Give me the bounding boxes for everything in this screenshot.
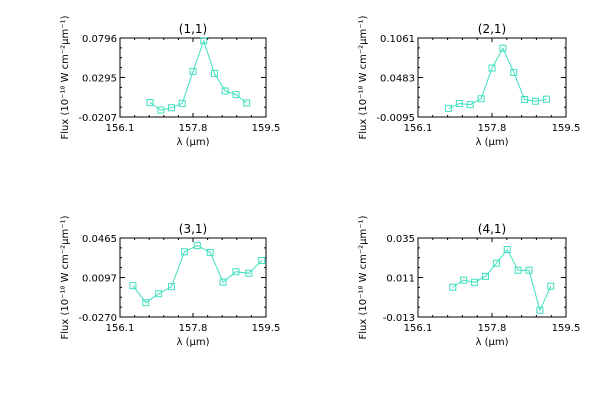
y-tick-label: 0.011 <box>386 274 415 285</box>
data-point <box>157 106 165 114</box>
data-point <box>455 100 463 108</box>
chart-title: (2,1) <box>478 22 506 36</box>
plot-frame <box>417 237 567 318</box>
x-axis-label: λ (μm) <box>475 337 508 348</box>
x-tick-label: 156.1 <box>404 123 433 134</box>
y-tick-label: -0.013 <box>383 313 415 324</box>
y-tick-label: 0.0097 <box>82 274 117 285</box>
chart-panel: (1,1) 156.1 157.8 159.5 -0.0207 0.0295 0.0796 λ… <box>60 15 280 148</box>
data-point <box>510 68 518 76</box>
data-point <box>444 104 452 112</box>
x-tick-label: 159.5 <box>552 123 581 134</box>
data-point <box>499 44 507 52</box>
series-line <box>448 47 547 109</box>
data-point <box>492 259 500 267</box>
data-point <box>168 283 176 291</box>
y-tick-label: -0.0270 <box>78 313 117 324</box>
data-point <box>178 99 186 107</box>
data-point <box>245 269 253 277</box>
data-point <box>155 290 163 298</box>
data-point <box>142 299 150 307</box>
x-tick-label: 156.1 <box>404 323 433 334</box>
y-tick-label: 0.0483 <box>380 74 415 85</box>
y-tick-label: 0.0295 <box>82 73 117 84</box>
data-point <box>449 283 457 291</box>
y-axis-label: Flux (10⁻¹⁸ W cm⁻²μm⁻¹) <box>358 215 369 339</box>
data-point <box>521 96 529 104</box>
data-point <box>477 95 485 103</box>
y-axis-label: Flux (10⁻¹⁸ W cm⁻²μm⁻¹) <box>60 15 71 139</box>
series-line <box>452 248 552 312</box>
plot-frame <box>119 237 267 318</box>
data-point <box>466 101 474 109</box>
y-tick-label: 0.0796 <box>82 34 117 45</box>
chart-panel: (3,1) 156.1 157.8 159.5 -0.0270 0.0097 0.0465 λ… <box>60 215 280 348</box>
data-point <box>460 276 468 284</box>
y-tick-label: -0.0095 <box>376 113 415 124</box>
x-tick-label: 157.8 <box>179 323 208 334</box>
data-point <box>542 95 550 103</box>
data-point <box>536 306 544 314</box>
data-point <box>258 257 266 265</box>
plot-frame <box>417 37 567 118</box>
data-point <box>525 266 533 274</box>
y-tick-label: 0.035 <box>386 234 415 245</box>
data-point <box>503 246 511 254</box>
data-point <box>193 242 201 250</box>
x-tick-label: 156.1 <box>106 323 135 334</box>
x-tick-label: 159.5 <box>252 123 281 134</box>
data-point <box>206 248 214 256</box>
x-tick-label: 159.5 <box>552 323 581 334</box>
chart-title: (4,1) <box>478 222 506 236</box>
chart-title: (3,1) <box>179 222 207 236</box>
series-line <box>149 39 248 111</box>
x-tick-label: 159.5 <box>252 323 281 334</box>
series-line <box>132 245 263 304</box>
data-point <box>168 104 176 112</box>
data-point <box>481 272 489 280</box>
data-point <box>471 278 479 286</box>
data-point <box>532 97 540 105</box>
x-axis-label: λ (μm) <box>176 137 209 148</box>
data-point <box>219 278 227 286</box>
chart-title: (1,1) <box>179 22 207 36</box>
data-point <box>129 282 137 290</box>
x-tick-label: 156.1 <box>106 123 135 134</box>
chart-panel: (4,1) 156.1 157.8 159.5 -0.013 0.011 0.035 λ (μ… <box>358 215 580 348</box>
data-point <box>488 64 496 72</box>
data-point <box>210 69 218 77</box>
chart-panel: (2,1) 156.1 157.8 159.5 -0.0095 0.0483 0.1061 λ… <box>358 15 580 148</box>
data-point <box>514 266 522 274</box>
y-tick-label: -0.0207 <box>78 113 117 124</box>
data-point <box>547 282 555 290</box>
y-axis-label: Flux (10⁻¹⁸ W cm⁻²μm⁻¹) <box>358 15 369 139</box>
data-point <box>221 87 229 95</box>
data-point <box>232 268 240 276</box>
data-point <box>232 91 240 99</box>
y-tick-label: 0.0465 <box>82 234 117 245</box>
x-tick-label: 157.8 <box>478 323 507 334</box>
x-tick-label: 157.8 <box>179 123 208 134</box>
x-axis-label: λ (μm) <box>176 337 209 348</box>
data-point <box>200 37 208 45</box>
x-tick-label: 157.8 <box>478 123 507 134</box>
data-point <box>180 248 188 256</box>
data-point <box>146 99 154 107</box>
y-tick-label: 0.1061 <box>380 34 415 45</box>
data-point <box>243 99 251 107</box>
data-point <box>189 67 197 75</box>
x-axis-label: λ (μm) <box>475 137 508 148</box>
y-axis-label: Flux (10⁻¹⁸ W cm⁻²μm⁻¹) <box>60 215 71 339</box>
